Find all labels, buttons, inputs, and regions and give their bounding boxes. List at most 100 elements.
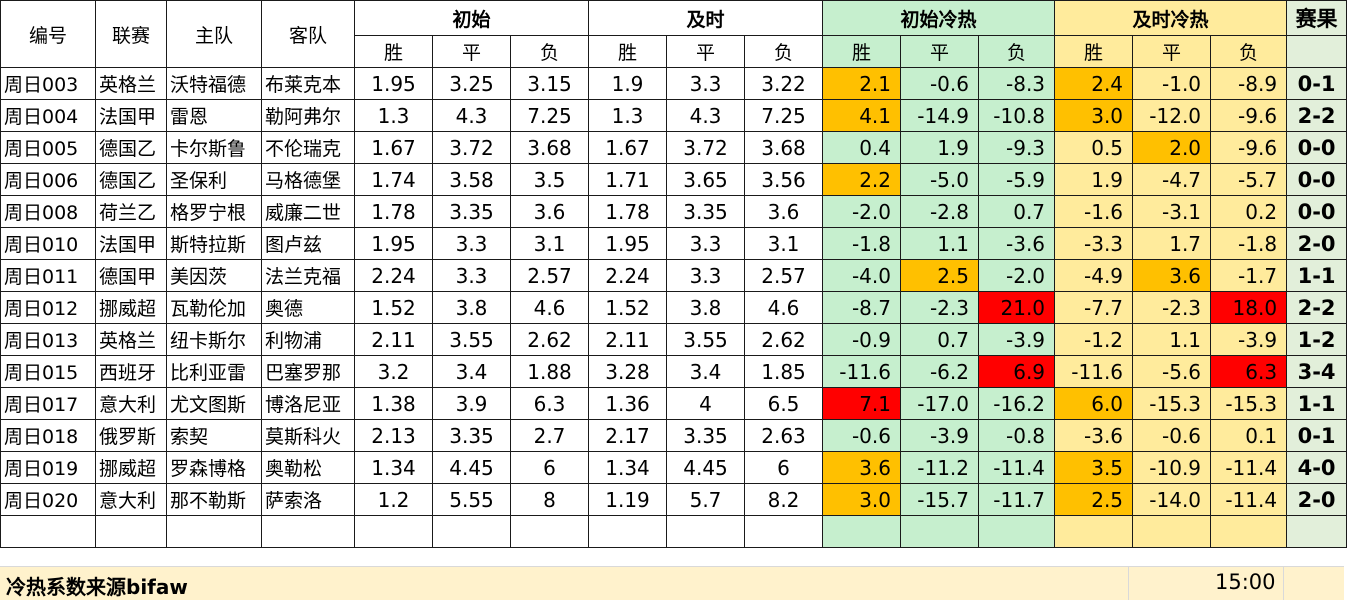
cell-away[interactable]: 萨索洛 [261,483,355,516]
cell-live-draw[interactable]: 3.3 [666,67,745,100]
cell-away[interactable]: 奥勒松 [261,451,355,484]
cell-empty[interactable] [588,515,667,548]
cell-live-draw[interactable]: 3.3 [666,227,745,260]
cell-lhc-lose[interactable]: 6.3 [1210,355,1288,388]
cell-result[interactable]: 0-0 [1286,163,1348,196]
cell-result[interactable]: 1-1 [1286,387,1348,420]
cell-lhc-win[interactable]: 1.9 [1054,163,1134,196]
cell-initial-lose[interactable]: 3.1 [510,227,589,260]
cell-live-lose[interactable]: 2.63 [744,419,823,452]
cell-home[interactable]: 罗森博格 [166,451,262,484]
cell-initial-lose[interactable]: 2.62 [510,323,589,356]
cell-league[interactable]: 英格兰 [95,323,167,356]
cell-ihc-win[interactable]: -1.8 [822,227,901,260]
cell-empty[interactable] [1132,515,1212,548]
subheader-ihc-win[interactable]: 胜 [822,35,901,68]
cell-lhc-draw[interactable]: -4.7 [1132,163,1212,196]
cell-ihc-win[interactable]: 7.1 [822,387,901,420]
cell-initial-win[interactable]: 1.52 [354,291,433,324]
cell-empty[interactable] [95,515,167,548]
cell-ihc-win[interactable]: -4.0 [822,259,901,292]
cell-initial-lose[interactable]: 1.88 [510,355,589,388]
subheader-initial-win[interactable]: 胜 [354,35,433,68]
cell-ihc-win[interactable]: -8.7 [822,291,901,324]
cell-live-lose[interactable]: 2.57 [744,259,823,292]
cell-lhc-draw[interactable]: -15.3 [1132,387,1212,420]
header-initial-hotcold[interactable]: 初始冷热 [821,0,1056,36]
cell-result[interactable]: 2-0 [1286,227,1348,260]
cell-away[interactable]: 博洛尼亚 [261,387,355,420]
cell-lhc-win[interactable]: 0.5 [1054,131,1134,164]
cell-initial-lose[interactable]: 2.7 [510,419,589,452]
cell-ihc-lose[interactable]: -11.4 [977,451,1056,484]
cell-lhc-win[interactable]: -1.2 [1054,323,1134,356]
cell-league[interactable]: 俄罗斯 [95,419,167,452]
cell-home[interactable]: 比利亚雷 [166,355,262,388]
cell-away[interactable]: 巴塞罗那 [261,355,355,388]
cell-live-lose[interactable]: 7.25 [744,99,823,132]
cell-lhc-lose[interactable]: -3.9 [1210,323,1288,356]
cell-initial-lose[interactable]: 3.68 [510,131,589,164]
cell-initial-draw[interactable]: 3.9 [432,387,511,420]
cell-league[interactable]: 德国乙 [95,131,167,164]
cell-ihc-lose[interactable]: -5.9 [977,163,1056,196]
cell-live-lose[interactable]: 1.85 [744,355,823,388]
cell-lhc-lose[interactable]: -11.4 [1210,483,1288,516]
cell-initial-draw[interactable]: 3.3 [432,227,511,260]
subheader-initial-draw[interactable]: 平 [432,35,511,68]
subheader-ihc-draw[interactable]: 平 [900,35,979,68]
cell-live-lose[interactable]: 3.68 [744,131,823,164]
cell-ihc-draw[interactable]: 0.7 [900,323,979,356]
cell-initial-win[interactable]: 1.78 [354,195,433,228]
cell-home[interactable]: 索契 [166,419,262,452]
cell-ihc-lose[interactable]: -3.6 [977,227,1056,260]
cell-lhc-win[interactable]: 2.4 [1054,67,1134,100]
cell-result[interactable]: 1-2 [1286,323,1348,356]
subheader-live-lose[interactable]: 负 [744,35,823,68]
cell-lhc-win[interactable]: 6.0 [1054,387,1134,420]
cell-league[interactable]: 德国甲 [95,259,167,292]
cell-empty[interactable] [822,515,901,548]
cell-home[interactable]: 瓦勒伦加 [166,291,262,324]
cell-id[interactable]: 周日006 [0,163,96,196]
cell-ihc-draw[interactable]: -11.2 [900,451,979,484]
header-result[interactable]: 赛果 [1286,0,1348,36]
cell-live-draw[interactable]: 3.72 [666,131,745,164]
cell-ihc-draw[interactable]: 1.1 [900,227,979,260]
cell-initial-draw[interactable]: 3.72 [432,131,511,164]
cell-ihc-win[interactable]: 3.6 [822,451,901,484]
header-away[interactable]: 客队 [261,0,355,68]
cell-home[interactable]: 圣保利 [166,163,262,196]
cell-league[interactable]: 西班牙 [95,355,167,388]
subheader-ihc-lose[interactable]: 负 [977,35,1056,68]
cell-lhc-draw[interactable]: 1.7 [1132,227,1212,260]
cell-live-draw[interactable]: 3.4 [666,355,745,388]
cell-away[interactable]: 法兰克福 [261,259,355,292]
cell-id[interactable]: 周日008 [0,195,96,228]
cell-empty[interactable] [666,515,745,548]
cell-live-lose[interactable]: 6.5 [744,387,823,420]
cell-live-lose[interactable]: 2.62 [744,323,823,356]
cell-lhc-win[interactable]: 2.5 [1054,483,1134,516]
cell-lhc-lose[interactable]: -9.6 [1210,131,1288,164]
cell-home[interactable]: 美因茨 [166,259,262,292]
cell-initial-win[interactable]: 2.13 [354,419,433,452]
subheader-result-blank[interactable] [1286,35,1348,68]
cell-empty[interactable] [510,515,589,548]
cell-result[interactable]: 0-1 [1286,419,1348,452]
cell-id[interactable]: 周日017 [0,387,96,420]
cell-home[interactable]: 雷恩 [166,99,262,132]
cell-empty[interactable] [1054,515,1134,548]
cell-live-draw[interactable]: 3.3 [666,259,745,292]
cell-home[interactable]: 卡尔斯鲁 [166,131,262,164]
cell-live-draw[interactable]: 3.35 [666,195,745,228]
cell-initial-draw[interactable]: 3.25 [432,67,511,100]
cell-initial-draw[interactable]: 5.55 [432,483,511,516]
cell-initial-win[interactable]: 2.24 [354,259,433,292]
header-live[interactable]: 及时 [588,0,823,36]
cell-away[interactable]: 布莱克本 [261,67,355,100]
cell-initial-win[interactable]: 1.74 [354,163,433,196]
header-initial[interactable]: 初始 [354,0,589,36]
cell-initial-win[interactable]: 1.38 [354,387,433,420]
cell-live-draw[interactable]: 3.65 [666,163,745,196]
